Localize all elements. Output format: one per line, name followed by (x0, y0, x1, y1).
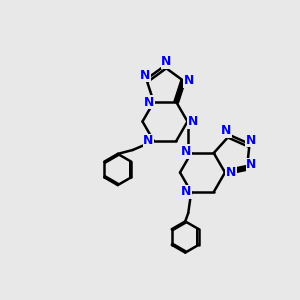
Text: N: N (144, 95, 154, 109)
Text: N: N (181, 145, 191, 158)
Text: N: N (184, 74, 194, 87)
Text: N: N (140, 69, 151, 82)
Text: N: N (143, 134, 154, 148)
Text: N: N (226, 166, 236, 179)
Text: N: N (246, 134, 256, 146)
Text: N: N (220, 124, 231, 137)
Text: N: N (181, 185, 191, 199)
Text: N: N (188, 115, 198, 128)
Text: N: N (161, 56, 172, 68)
Text: N: N (246, 158, 257, 171)
